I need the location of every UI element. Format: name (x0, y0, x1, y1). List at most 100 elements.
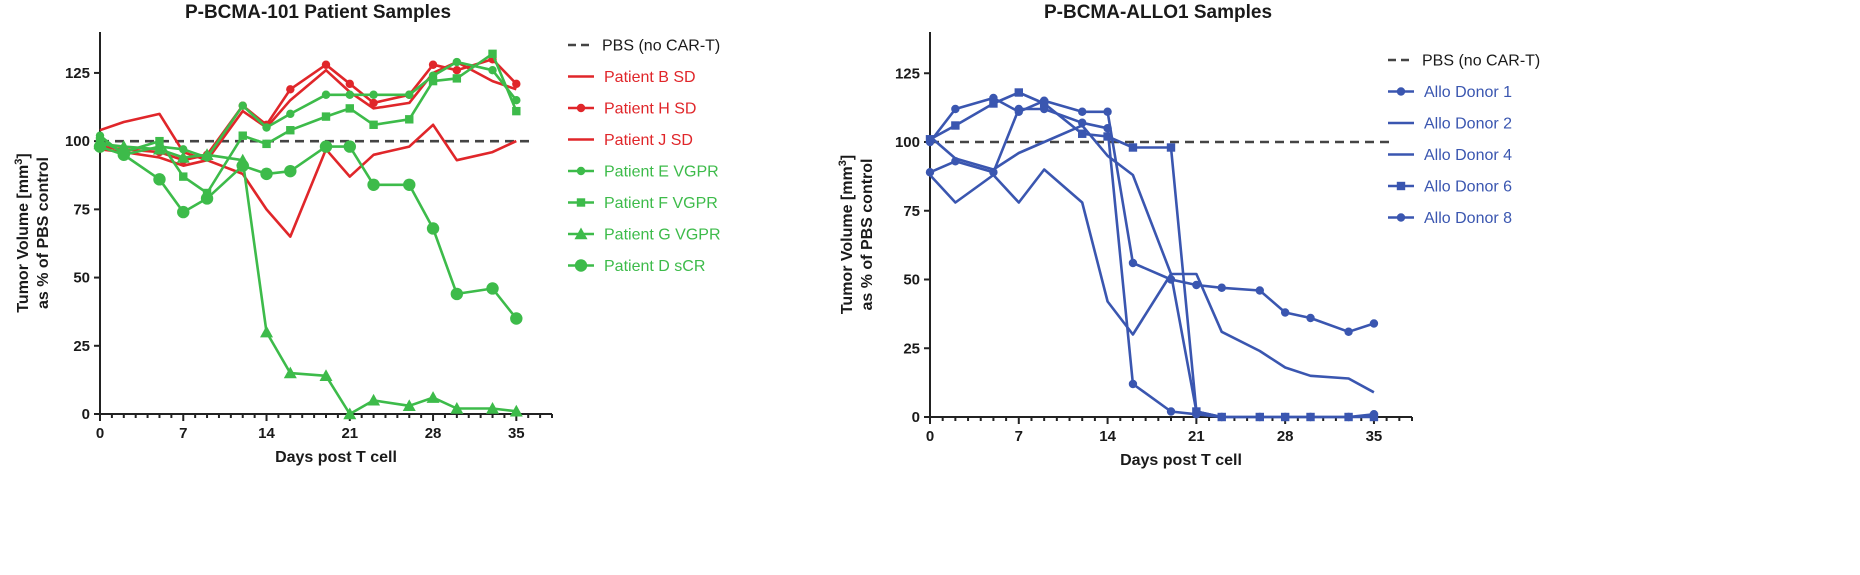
data-point (1078, 107, 1087, 116)
data-point (1128, 379, 1138, 389)
data-point (1344, 327, 1353, 336)
data-point (951, 104, 960, 114)
data-point (1078, 129, 1087, 138)
data-point (509, 404, 523, 417)
data-point (284, 164, 297, 178)
legend-item: Patient D sCR (568, 258, 705, 275)
y-tick-label: 25 (903, 340, 920, 357)
data-point (262, 139, 271, 149)
legend-item: Allo Donor 4 (1388, 147, 1512, 164)
data-point (345, 79, 354, 89)
chart-title: P-BCMA-ALLO1 Samples (1044, 2, 1272, 23)
series-line (929, 107, 1375, 419)
data-point (1280, 308, 1290, 317)
data-point (1192, 410, 1201, 419)
data-point (450, 402, 464, 414)
y-axis-label: Tumor Volume [mm3] (13, 153, 32, 312)
data-point (450, 287, 464, 301)
data-point (176, 151, 190, 163)
legend-label: Patient G VGPR (604, 227, 721, 244)
data-point (369, 98, 378, 108)
data-point (200, 148, 214, 160)
data-point (951, 121, 960, 130)
series-allo-donor-6 (925, 88, 1379, 422)
data-point (345, 90, 354, 99)
data-point (319, 140, 333, 153)
series-line (99, 142, 517, 416)
legend-label: Patient E VGPR (604, 164, 719, 181)
data-point (367, 178, 380, 191)
data-point (426, 222, 440, 235)
legend-label: Patient D sCR (604, 258, 705, 275)
data-point (426, 391, 440, 403)
data-point (925, 168, 935, 177)
data-point (1344, 412, 1353, 422)
legend-label: Patient B SD (604, 69, 696, 86)
data-point (405, 115, 414, 124)
chart-2: P-BCMA-ALLO1 Samples 0 25 50 75 100 125 0 7 14 21 2… (837, 2, 1540, 469)
legend-label: PBS (no CAR-T) (602, 38, 720, 55)
data-point (321, 112, 331, 121)
legend-marker (576, 198, 586, 207)
y-tick-label: 75 (73, 201, 90, 218)
legend-item: Allo Donor 2 (1388, 116, 1512, 133)
x-tick-label: 35 (508, 425, 525, 442)
data-point (343, 407, 357, 420)
x-tick-label: 7 (179, 425, 187, 442)
legend: PBS (no CAR-T) Patient B SD Patient H SD Pa… (568, 38, 721, 275)
legend-marker (1396, 87, 1406, 96)
legend-item: Patient H SD (568, 101, 696, 118)
y-tick-label: 0 (912, 409, 920, 426)
data-point (369, 90, 378, 99)
data-point (989, 168, 998, 177)
data-point (1255, 412, 1264, 422)
legend-item: Patient J SD (568, 132, 693, 149)
y-tick-label: 125 (895, 65, 920, 82)
legend-marker (576, 103, 586, 113)
data-point (486, 282, 499, 295)
data-point (321, 90, 331, 99)
legend-label: Allo Donor 4 (1424, 147, 1512, 164)
x-tick-label: 0 (926, 428, 934, 445)
series-patient-e-vgpr (95, 57, 521, 162)
x-tick-label: 28 (425, 425, 442, 442)
data-point (452, 57, 462, 67)
y-tick-label: 100 (895, 134, 920, 151)
legend-item: Patient B SD (568, 69, 696, 86)
data-point (1369, 319, 1379, 328)
legend: PBS (no CAR-T) Allo Donor 1 Allo Donor 2 Al… (1388, 53, 1540, 227)
series-allo-donor-1 (925, 93, 1379, 336)
data-point (925, 135, 935, 144)
data-point (1039, 99, 1049, 108)
data-point (1255, 286, 1264, 295)
data-point (238, 131, 247, 140)
legend-item: Allo Donor 6 (1388, 179, 1512, 196)
data-point (1369, 410, 1379, 419)
series-allo-donor-4 (929, 124, 1222, 419)
y-axis-label-line2: as % of PBS control (859, 158, 876, 310)
data-point (319, 369, 333, 381)
data-point (1306, 412, 1315, 422)
data-point (488, 49, 497, 59)
data-point (1014, 104, 1023, 114)
x-axis-label: Days post T cell (275, 449, 397, 466)
data-point (236, 159, 249, 172)
data-point (1103, 107, 1112, 116)
data-point (1014, 88, 1023, 97)
x-tick-label: 35 (1366, 428, 1383, 445)
data-point (1128, 258, 1138, 268)
data-point (452, 74, 462, 83)
legend-marker (574, 259, 588, 272)
data-point (1103, 124, 1112, 133)
data-point (1192, 280, 1201, 290)
series-line (99, 52, 518, 195)
legend-label: Patient J SD (604, 132, 693, 149)
data-point (179, 145, 188, 154)
legend-label: Allo Donor 6 (1424, 179, 1512, 196)
data-point (510, 312, 523, 325)
x-tick-label: 14 (258, 425, 275, 442)
y-tick-label: 0 (82, 406, 90, 423)
data-point (345, 104, 354, 113)
data-point (152, 142, 166, 155)
y-tick-label: 125 (65, 65, 90, 82)
